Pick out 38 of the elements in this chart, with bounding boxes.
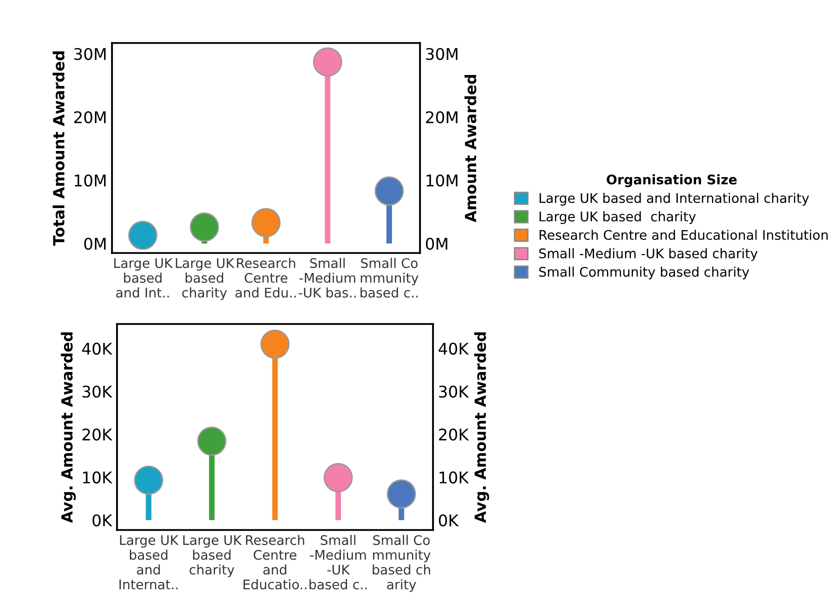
y-tick-label: 30K: [82, 386, 112, 398]
legend-label: Small Community based charity: [539, 266, 750, 280]
y-tick-label: 0K: [92, 514, 112, 526]
y-tick-label: 10K: [83, 471, 112, 484]
y2-tick-label: 0M: [426, 238, 448, 250]
legend-label: Small -Medium -UK based charity: [539, 248, 758, 261]
x-tick-label: Large UK based and Int..: [114, 258, 173, 298]
x-tick-label: Small Co mmunity based c..: [360, 258, 418, 298]
legend-label: Large UK based charity: [540, 211, 696, 224]
y2-axis-title: Avg. Amount Awarded: [474, 332, 490, 523]
y2-axis-title: Amount Awarded: [464, 74, 476, 222]
y2-tick-label: 30K: [439, 386, 469, 398]
y-tick-label: 10M: [74, 174, 106, 187]
y2-tick-label: 10K: [440, 471, 469, 484]
y2-tick-label: 0K: [438, 514, 459, 526]
legend-label: Large UK based and International charity: [540, 192, 809, 206]
x-tick-label: Large UK based and Internat..: [120, 535, 179, 590]
y-axis-title: Avg. Amount Awarded: [60, 332, 76, 523]
x-tick-label: Small -Medium -UK based c..: [310, 534, 367, 590]
y-tick-label: 20M: [74, 111, 106, 124]
y2-tick-label: 20K: [439, 428, 469, 441]
x-tick-label: Research Centre and Edu..: [236, 258, 296, 298]
y2-tick-label: 20M: [426, 111, 458, 124]
y2-tick-label: 40K: [438, 342, 469, 355]
y2-tick-label: 10M: [426, 174, 458, 187]
x-tick-label: Small Co mmunity based ch arity: [372, 534, 431, 592]
y-tick-label: 20K: [82, 428, 112, 441]
x-tick-label: Research Centre and Educatio..: [244, 534, 306, 590]
legend-label: Research Centre and Educational Institution: [540, 230, 828, 240]
legend-title: Organisation Size: [606, 174, 737, 188]
x-tick-label: Large UK based charity: [183, 535, 242, 578]
y2-tick-label: 30M: [426, 48, 458, 60]
x-tick-label: Small -Medium -UK bas..: [298, 258, 356, 298]
y-axis-title: Total Amount Awarded: [52, 51, 65, 246]
y-tick-label: 30M: [74, 48, 106, 60]
y-tick-label: 0M: [84, 238, 106, 250]
x-tick-label: Large UK based charity: [176, 258, 234, 300]
y-tick-label: 40K: [82, 342, 112, 355]
